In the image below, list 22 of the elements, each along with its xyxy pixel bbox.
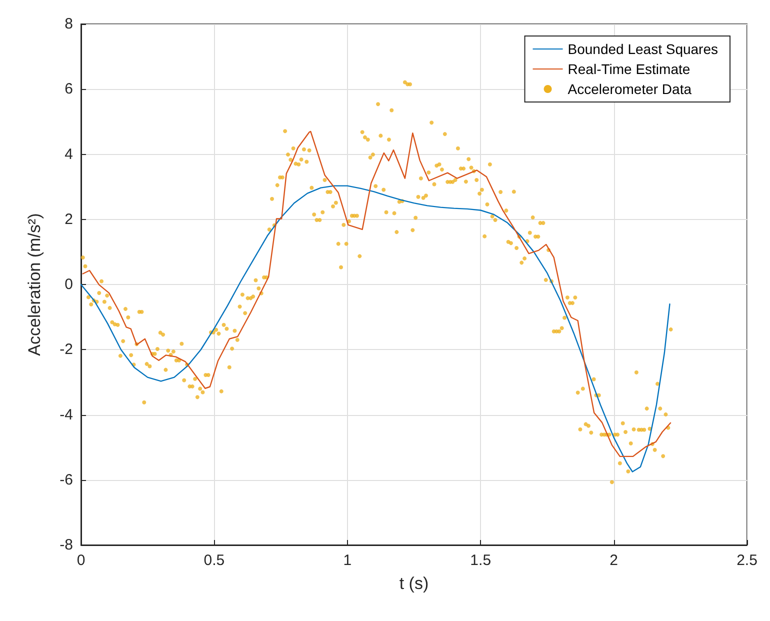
y-tick-label: -2 — [60, 341, 73, 358]
y-tick-label: 8 — [64, 16, 73, 32]
x-axis-title: t (s) — [399, 574, 429, 593]
y-axis-title: Acceleration (m/s²) — [25, 213, 44, 356]
x-tick-label: 2.5 — [736, 552, 758, 569]
legend-label: Real-Time Estimate — [568, 61, 690, 77]
y-tick-label: -8 — [60, 536, 73, 554]
legend-label: Accelerometer Data — [568, 81, 692, 97]
line-series — [80, 185, 670, 472]
y-tick-label: -4 — [60, 406, 73, 424]
y-tick-label: 0 — [64, 276, 73, 293]
y-tick-label: 6 — [64, 80, 73, 98]
y-tick-label: 2 — [64, 210, 73, 228]
line-series — [82, 130, 672, 458]
y-tick-label: 4 — [64, 146, 73, 163]
x-tick-label: 1.5 — [470, 552, 492, 569]
x-tick-label: 1 — [343, 552, 352, 569]
y-tick-label: -6 — [60, 471, 73, 488]
x-tick-label: 2 — [610, 552, 618, 569]
x-tick-label: 0 — [76, 552, 86, 569]
legend-label: Bounded Least Squares — [568, 41, 718, 57]
x-tick-label: 0.5 — [204, 552, 225, 569]
